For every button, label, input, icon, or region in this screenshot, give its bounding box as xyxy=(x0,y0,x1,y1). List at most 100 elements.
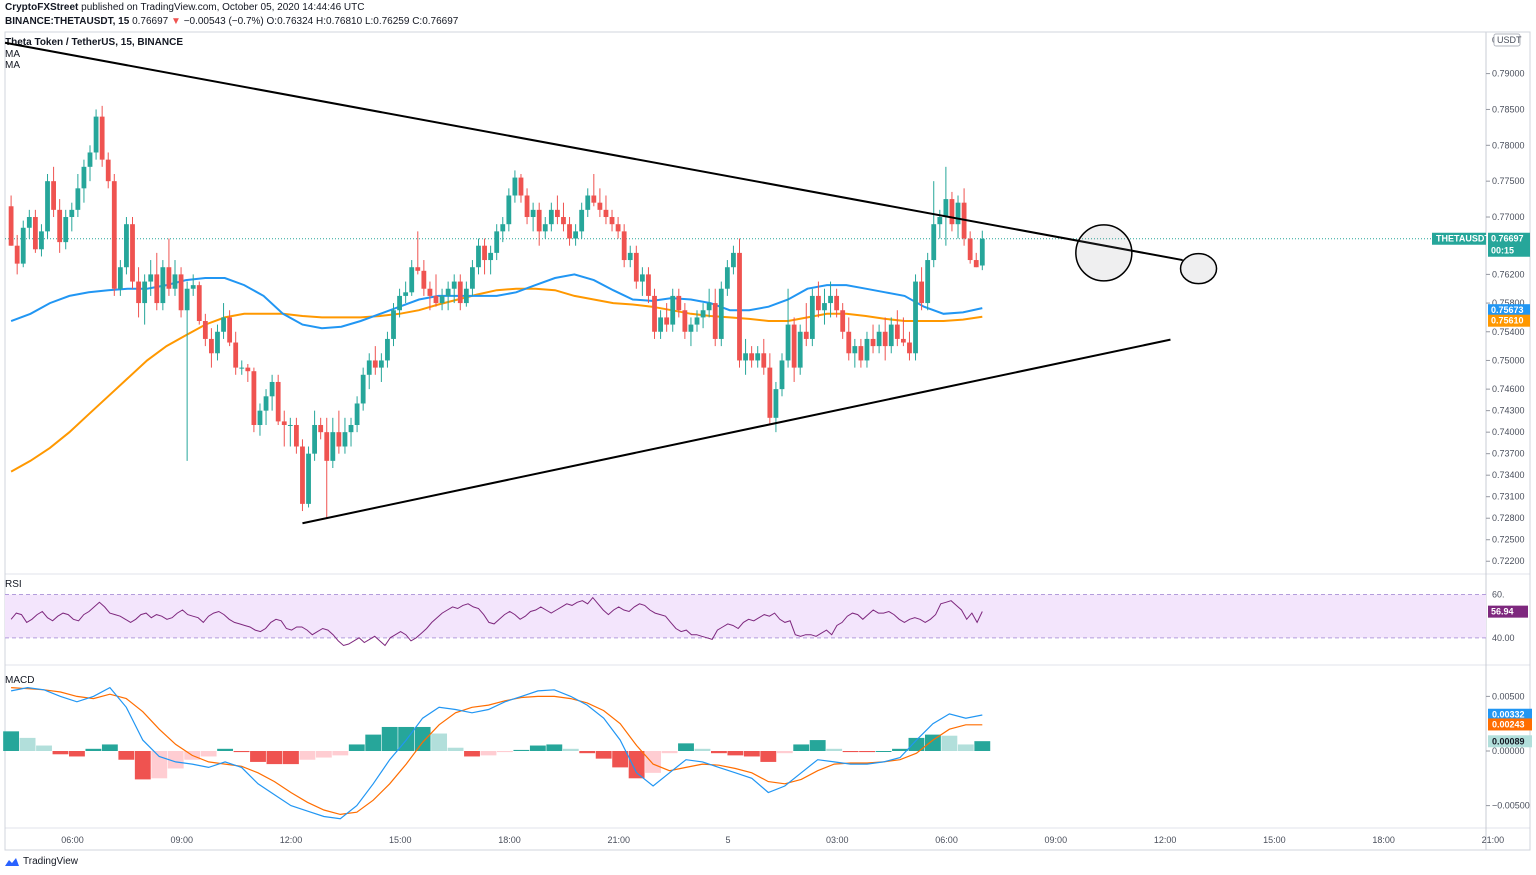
candle-up xyxy=(658,317,663,332)
ma-legend-1[interactable]: MA xyxy=(5,49,20,60)
candle-down xyxy=(846,331,852,354)
candle-down xyxy=(749,353,755,361)
macd-histogram-bar xyxy=(431,733,448,751)
candle-down xyxy=(664,317,670,325)
macd-histogram-bar xyxy=(612,751,629,768)
macd-histogram-bar xyxy=(52,751,69,755)
price-axis-label: 0.73100 xyxy=(1492,492,1525,502)
macd-histogram-bar xyxy=(332,751,349,756)
last-price-label: 0.76697 xyxy=(1491,234,1524,244)
candle-up xyxy=(852,346,858,354)
annotations[interactable] xyxy=(1075,224,1218,285)
price-axis-label: 0.75400 xyxy=(1492,327,1525,337)
trendlines[interactable] xyxy=(4,41,1183,525)
price-axis-label: 0.76200 xyxy=(1492,269,1525,279)
macd-axis-label: −0.00500 xyxy=(1492,801,1530,811)
macd-histogram-bar xyxy=(678,743,694,751)
rsi-pane-label[interactable]: RSI xyxy=(5,579,22,590)
price-axis-label: 0.72200 xyxy=(1492,556,1525,566)
candle-down xyxy=(518,177,524,196)
price-axis-label: 0.79000 xyxy=(1492,69,1525,79)
candle-down xyxy=(457,281,463,304)
candle-down xyxy=(524,195,530,218)
candle-down xyxy=(233,342,239,368)
candle-down xyxy=(791,324,797,368)
candle-down xyxy=(840,310,846,332)
symbol-tag-label: THETAUSDT xyxy=(1436,234,1490,244)
candle-up xyxy=(287,424,293,426)
price-axis-label: 0.72800 xyxy=(1492,513,1525,523)
candle-down xyxy=(51,181,56,210)
candle-up xyxy=(403,292,409,296)
macd-histogram-bar xyxy=(85,748,102,751)
candle-down xyxy=(536,209,542,232)
candle-up xyxy=(822,303,827,311)
candle-up xyxy=(470,267,475,289)
macd-histogram-bar xyxy=(661,751,678,754)
candle-up xyxy=(385,338,390,361)
tradingview-icon xyxy=(5,857,19,866)
candle-up xyxy=(797,331,803,368)
macd-line xyxy=(10,686,983,820)
macd-pane-label[interactable]: MACD xyxy=(5,675,35,686)
candle-down xyxy=(603,209,609,218)
candle-up xyxy=(142,281,148,304)
candle-up xyxy=(263,396,269,411)
candle-down xyxy=(816,295,821,311)
candle-down xyxy=(209,338,214,354)
price-axis-label: 0.78500 xyxy=(1492,104,1525,114)
candle-up xyxy=(148,274,154,282)
quote-line: BINANCE:THETAUSDT, 15 0.76697 ▼ −0.00543… xyxy=(5,16,458,27)
candle-up xyxy=(639,274,645,282)
candle-down xyxy=(130,224,135,282)
candle-up xyxy=(925,260,931,304)
candle-up xyxy=(463,288,469,304)
candle-down xyxy=(858,346,864,361)
down-arrow-icon: ▼ xyxy=(171,16,181,27)
macd-histogram-bar xyxy=(36,745,52,751)
candle-down xyxy=(415,267,421,271)
candle-up xyxy=(724,267,730,289)
candle-down xyxy=(900,338,906,343)
publisher-name[interactable]: CryptoFXStreet xyxy=(5,2,79,13)
macd-histogram-bar xyxy=(464,751,480,757)
candle-down xyxy=(324,432,330,461)
candle-down xyxy=(154,274,160,304)
candle-down xyxy=(227,317,233,343)
descending-resistance-trendline xyxy=(4,41,1183,262)
candle-up xyxy=(221,317,226,332)
macd-histogram-bar xyxy=(447,747,464,751)
macd-histogram-bar xyxy=(529,745,546,751)
candle-up xyxy=(688,324,694,332)
tradingview-logo[interactable]: TradingView xyxy=(4,856,78,867)
candle-up xyxy=(87,152,93,167)
candle-down xyxy=(907,342,912,354)
candle-up xyxy=(888,324,894,347)
candle-up xyxy=(439,295,445,304)
candle-up xyxy=(731,252,736,268)
time-axis-label: 09:00 xyxy=(170,835,193,845)
candle-up xyxy=(828,295,833,304)
ma-legend-2[interactable]: MA xyxy=(5,60,20,71)
tradingview-brand: TradingView xyxy=(23,856,79,867)
time-axis-label: 5 xyxy=(726,835,731,845)
macd-histogram-bar xyxy=(365,734,382,751)
candle-up xyxy=(81,166,87,189)
macd-axis-label: 0.00000 xyxy=(1492,746,1525,756)
candle-down xyxy=(652,295,657,332)
candle-down xyxy=(14,245,20,264)
candle-up xyxy=(63,217,69,243)
candle-up xyxy=(75,188,81,210)
candle-up xyxy=(542,224,548,232)
candle-down xyxy=(761,353,767,368)
retest-circle xyxy=(1179,252,1218,285)
candle-up xyxy=(330,432,336,461)
candle-up xyxy=(476,245,481,268)
candle-up xyxy=(694,317,700,325)
candle-up xyxy=(500,224,506,232)
candle-up xyxy=(506,195,512,225)
macd-histogram-bar xyxy=(859,751,876,753)
macd-histogram-bar xyxy=(513,749,530,751)
outer-frame xyxy=(4,31,1531,851)
